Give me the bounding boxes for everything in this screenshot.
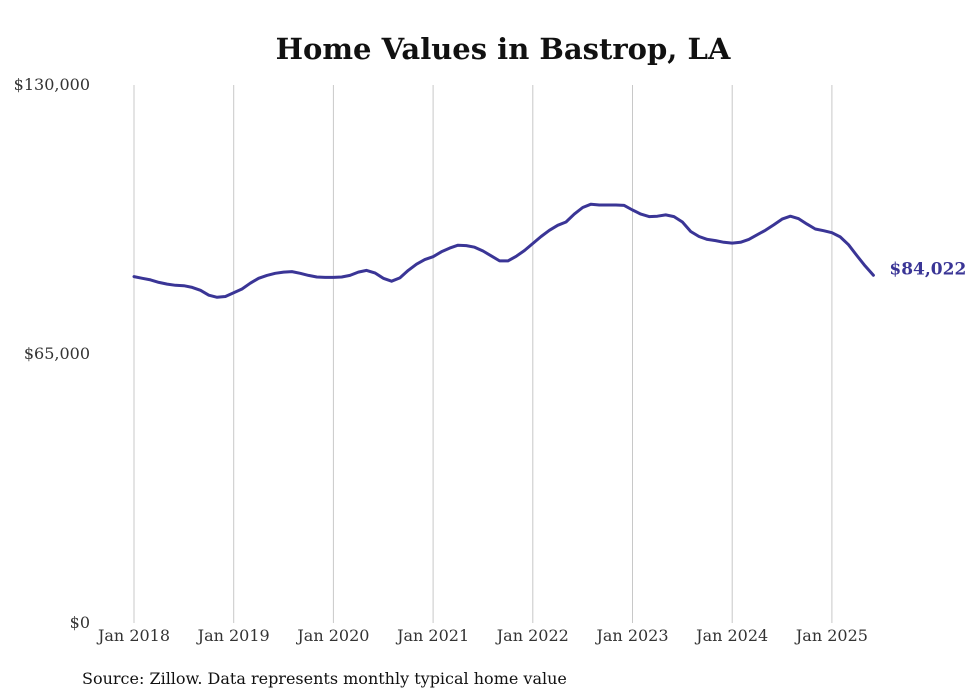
x-tick-label: Jan 2025 <box>794 626 868 645</box>
last-value-label: $84,022 <box>889 259 966 279</box>
y-axis-tick-labels: $0 $65,000 $130,000 <box>14 75 90 632</box>
y-tick-label: $130,000 <box>14 75 90 94</box>
x-tick-label: Jan 2024 <box>694 626 768 645</box>
x-tick-label: Jan 2020 <box>295 626 369 645</box>
x-tick-label: Jan 2019 <box>196 626 270 645</box>
series-layer <box>132 202 875 299</box>
series-line-0 <box>132 202 875 299</box>
chart-title: Home Values in Bastrop, LA <box>276 32 731 66</box>
y-tick-label: $65,000 <box>24 344 90 363</box>
y-tick-label: $0 <box>70 613 90 632</box>
vertical-gridlines <box>133 85 833 623</box>
x-tick-label: Jan 2022 <box>495 626 569 645</box>
source-note: Source: Zillow. Data represents monthly … <box>82 669 567 688</box>
x-axis-tick-labels: Jan 2018 Jan 2019 Jan 2020 Jan 2021 Jan 2022… <box>96 626 868 645</box>
x-tick-label: Jan 2018 <box>96 626 170 645</box>
x-tick-label: Jan 2023 <box>594 626 668 645</box>
x-tick-label: Jan 2021 <box>395 626 469 645</box>
